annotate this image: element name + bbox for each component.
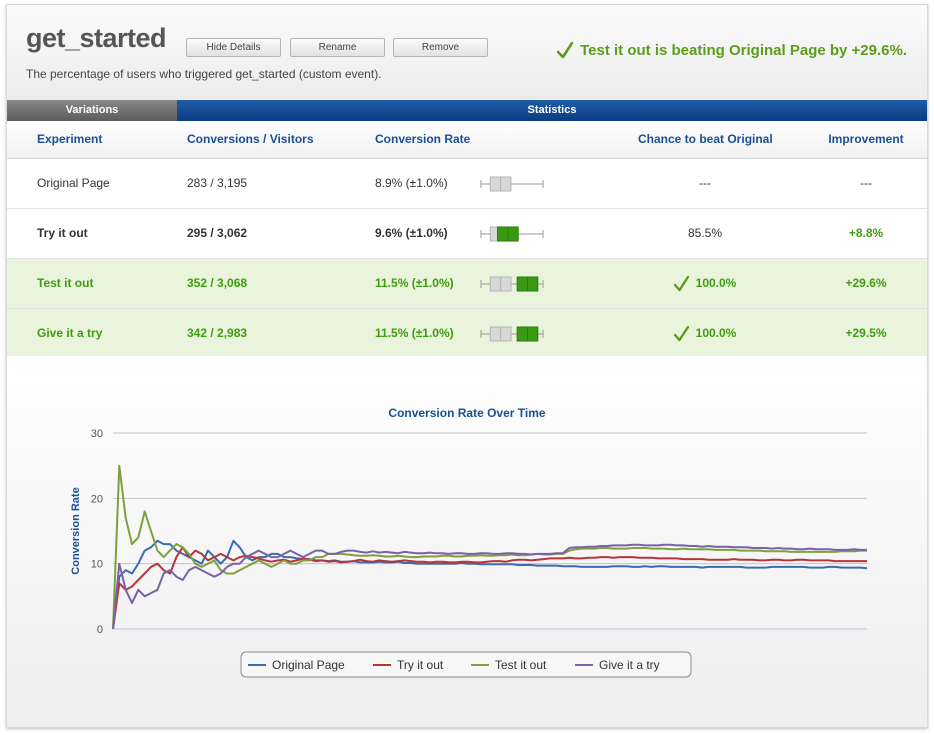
- table-row: Original Page 283 / 3,195 8.9% (±1.0%) --- -…: [7, 159, 927, 209]
- confidence-box-plot: [480, 276, 544, 292]
- conversion-rate: 11.5% (±1.0%): [375, 276, 454, 290]
- y-tick-label: 20: [91, 493, 103, 505]
- chance-value: 85.5%: [687, 226, 723, 240]
- legend-item[interactable]: Try it out: [373, 658, 444, 672]
- section-tabs: Variations Statistics: [7, 100, 927, 121]
- chance-value: 100.0%: [695, 276, 737, 290]
- column-header-conversions[interactable]: Conversions / Visitors: [187, 132, 314, 146]
- goal-description: The percentage of users who triggered ge…: [26, 67, 382, 81]
- checkmark-icon: [673, 275, 689, 291]
- remove-button[interactable]: Remove: [393, 38, 488, 57]
- table-row: Give it a try 342 / 2,983 11.5% (±1.0%) 100…: [7, 309, 927, 359]
- chance-value: ---: [699, 176, 711, 190]
- column-header-improvement[interactable]: Improvement: [828, 132, 904, 146]
- hide-details-button[interactable]: Hide Details: [186, 38, 281, 57]
- chance-to-beat-original: 85.5%: [638, 209, 772, 258]
- checkmark-icon: [557, 42, 574, 59]
- y-axis-label: Conversion Rate: [70, 487, 82, 574]
- chance-to-beat-original: 100.0%: [638, 259, 772, 313]
- chance-value: 100.0%: [695, 326, 737, 340]
- legend-item[interactable]: Original Page: [248, 658, 345, 672]
- improvement: +29.5%: [845, 326, 887, 340]
- conversions-visitors: 352 / 3,068: [187, 276, 248, 290]
- chance-to-beat-original: 100.0%: [638, 309, 772, 363]
- column-header-conversion-rate[interactable]: Conversion Rate: [375, 132, 471, 146]
- legend-label: Give it a try: [599, 658, 660, 672]
- rename-button[interactable]: Rename: [290, 38, 385, 57]
- tab-statistics[interactable]: Statistics: [177, 100, 927, 121]
- winner-banner: Test it out is beating Original Page by …: [557, 42, 907, 59]
- goal-header: get_started Hide Details Rename Remove T…: [7, 5, 927, 100]
- chart-section: Conversion Rate Over Time Conversion Rate…: [7, 356, 927, 727]
- legend-label: Test it out: [495, 658, 547, 672]
- experiment-goal-panel: get_started Hide Details Rename Remove T…: [6, 4, 928, 728]
- conversion-rate: 8.9% (±1.0%): [375, 176, 448, 190]
- legend-label: Original Page: [272, 658, 345, 672]
- y-tick-label: 0: [97, 624, 103, 636]
- y-tick-label: 30: [91, 428, 103, 440]
- series-line: [112, 546, 867, 630]
- experiment-name[interactable]: Give it a try: [37, 326, 103, 340]
- series-line: [112, 464, 867, 630]
- winner-banner-text: Test it out is beating Original Page by …: [580, 42, 907, 59]
- results-table: Experiment Conversions / Visitors Conver…: [7, 121, 927, 359]
- conversion-rate: 9.6% (±1.0%): [375, 226, 448, 240]
- table-body: Original Page 283 / 3,195 8.9% (±1.0%) --- -…: [7, 159, 927, 359]
- experiment-name[interactable]: Test it out: [37, 276, 94, 290]
- column-header-chance[interactable]: Chance to beat Original: [638, 132, 773, 146]
- chance-to-beat-original: ---: [638, 159, 772, 208]
- y-tick-label: 10: [91, 559, 103, 571]
- experiment-name[interactable]: Original Page: [37, 176, 110, 190]
- conversions-visitors: 283 / 3,195: [187, 176, 248, 190]
- legend-item[interactable]: Give it a try: [575, 658, 660, 672]
- goal-title: get_started: [26, 23, 167, 53]
- confidence-box-plot: [480, 326, 544, 342]
- conversions-visitors: 342 / 2,983: [187, 326, 248, 340]
- confidence-box-plot: [480, 176, 544, 192]
- confidence-box-plot: [480, 226, 544, 242]
- improvement: ---: [860, 176, 872, 190]
- conversion-rate: 11.5% (±1.0%): [375, 326, 454, 340]
- conversion-rate-chart: Conversion Rate Over Time Conversion Rate…: [70, 406, 868, 678]
- improvement: +29.6%: [845, 276, 887, 290]
- series-line: [112, 543, 867, 630]
- legend-item[interactable]: Test it out: [471, 658, 547, 672]
- legend-label: Try it out: [397, 658, 444, 672]
- tab-variations[interactable]: Variations: [7, 100, 177, 121]
- chart-title: Conversion Rate Over Time: [388, 406, 545, 420]
- table-row: Test it out 352 / 3,068 11.5% (±1.0%) 100.0…: [7, 259, 927, 309]
- table-row: Try it out 295 / 3,062 9.6% (±1.0%) 85.5% +8…: [7, 209, 927, 259]
- column-header-experiment[interactable]: Experiment: [37, 132, 103, 146]
- table-header-row: Experiment Conversions / Visitors Conver…: [7, 121, 927, 159]
- experiment-name[interactable]: Try it out: [37, 226, 88, 240]
- checkmark-icon: [673, 325, 689, 341]
- conversions-visitors: 295 / 3,062: [187, 226, 248, 240]
- chart-legend: Original Page Try it out Test it out Give i…: [240, 651, 692, 678]
- series-line: [112, 539, 868, 630]
- improvement: +8.8%: [848, 226, 884, 240]
